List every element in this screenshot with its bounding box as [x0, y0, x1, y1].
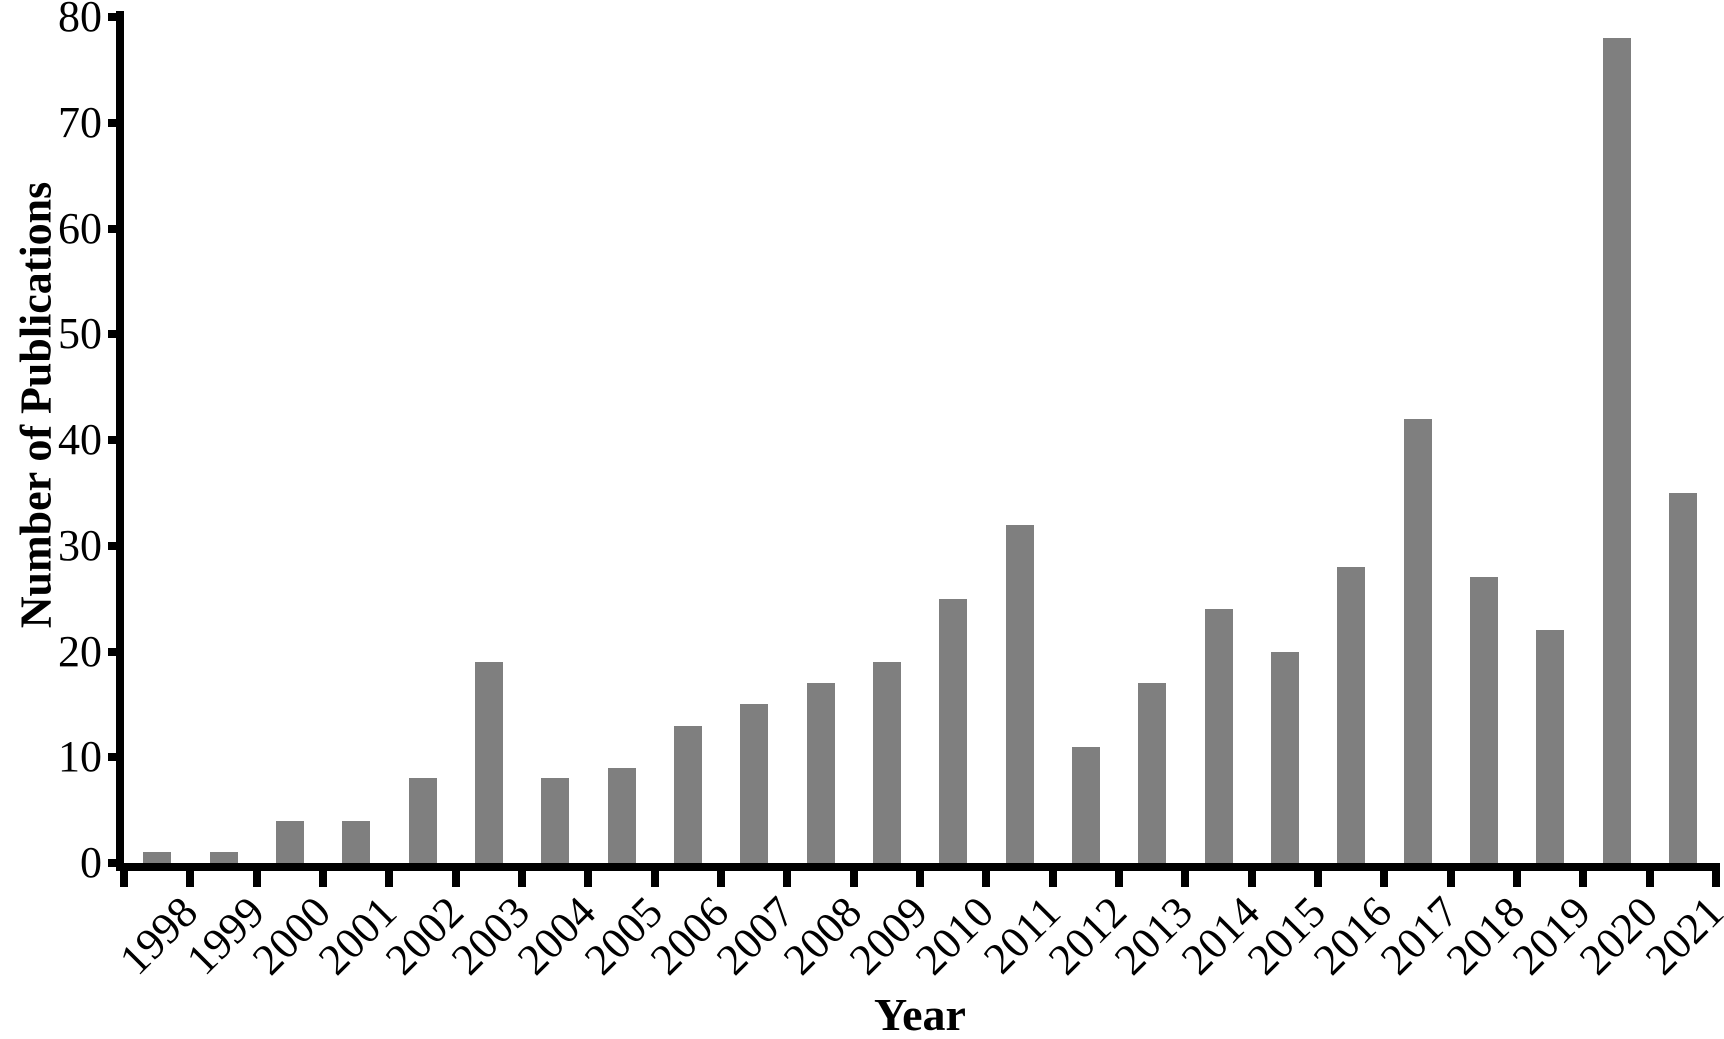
bar-2017: [1403, 418, 1432, 863]
x-tick: [1579, 863, 1588, 887]
bar-2004: [541, 778, 570, 863]
y-tick: [108, 436, 124, 444]
x-tick: [982, 863, 991, 887]
y-tick: [108, 647, 124, 656]
bar-2001: [342, 820, 371, 863]
bar-2020: [1602, 38, 1631, 863]
x-tick: [717, 863, 725, 887]
y-tick: [108, 224, 124, 233]
x-tick: [186, 863, 195, 887]
x-tick: [650, 863, 659, 887]
y-tick: [108, 753, 124, 762]
x-tick: [1446, 863, 1455, 887]
x-tick: [1645, 863, 1654, 887]
bar-2013: [1138, 683, 1167, 863]
bar-2015: [1270, 651, 1299, 863]
x-tick: [518, 863, 526, 887]
x-tick-label: 2021: [1635, 887, 1724, 985]
bar-2005: [607, 767, 636, 863]
y-tick-label: 40: [58, 415, 102, 464]
x-tick: [1247, 863, 1256, 887]
bar-2006: [673, 725, 702, 863]
x-tick: [385, 863, 394, 887]
y-tick-label: 50: [58, 309, 102, 359]
y-tick: [108, 859, 124, 867]
x-tick: [1712, 863, 1720, 887]
y-tick-label: 70: [58, 97, 102, 147]
bar-2003: [474, 662, 503, 863]
bar-2021: [1668, 492, 1697, 863]
bar-2008: [806, 683, 835, 863]
x-tick: [1314, 863, 1322, 887]
bar-2014: [1204, 609, 1233, 863]
x-tick: [319, 863, 327, 887]
x-tick: [916, 863, 924, 887]
y-tick-label: 10: [58, 732, 102, 782]
y-tick-label: 30: [58, 520, 102, 570]
bar-1998: [143, 852, 172, 863]
x-tick: [120, 863, 128, 887]
y-tick-label: 20: [58, 626, 102, 676]
x-axis-title: Year: [874, 989, 966, 1039]
x-tick: [1380, 863, 1389, 887]
bar-2012: [1071, 746, 1100, 863]
x-tick: [1115, 863, 1123, 887]
x-tick: [849, 863, 858, 887]
y-tick: [108, 541, 124, 550]
x-tick: [451, 863, 460, 887]
y-tick-label: 80: [58, 0, 102, 41]
bar-2018: [1469, 577, 1498, 863]
x-tick: [584, 863, 593, 887]
bar-2011: [1005, 524, 1034, 863]
y-tick-label: 60: [58, 203, 102, 253]
plot-area: [108, 11, 1720, 887]
x-tick: [783, 863, 792, 887]
x-tick: [1513, 863, 1521, 887]
x-tick: [1181, 863, 1190, 887]
y-tick: [108, 330, 124, 339]
x-tick: [1048, 863, 1057, 887]
bar-2000: [275, 820, 304, 863]
bar-2019: [1536, 630, 1565, 863]
bar-1999: [209, 852, 238, 863]
bar-2010: [939, 598, 968, 863]
y-tick-label: 0: [80, 838, 102, 887]
y-tick: [108, 118, 124, 127]
y-tick: [108, 13, 124, 21]
bar-2007: [740, 704, 769, 863]
bar-2009: [872, 662, 901, 863]
bar-2002: [408, 778, 437, 863]
x-tick: [252, 863, 261, 887]
bar-2016: [1337, 566, 1366, 863]
